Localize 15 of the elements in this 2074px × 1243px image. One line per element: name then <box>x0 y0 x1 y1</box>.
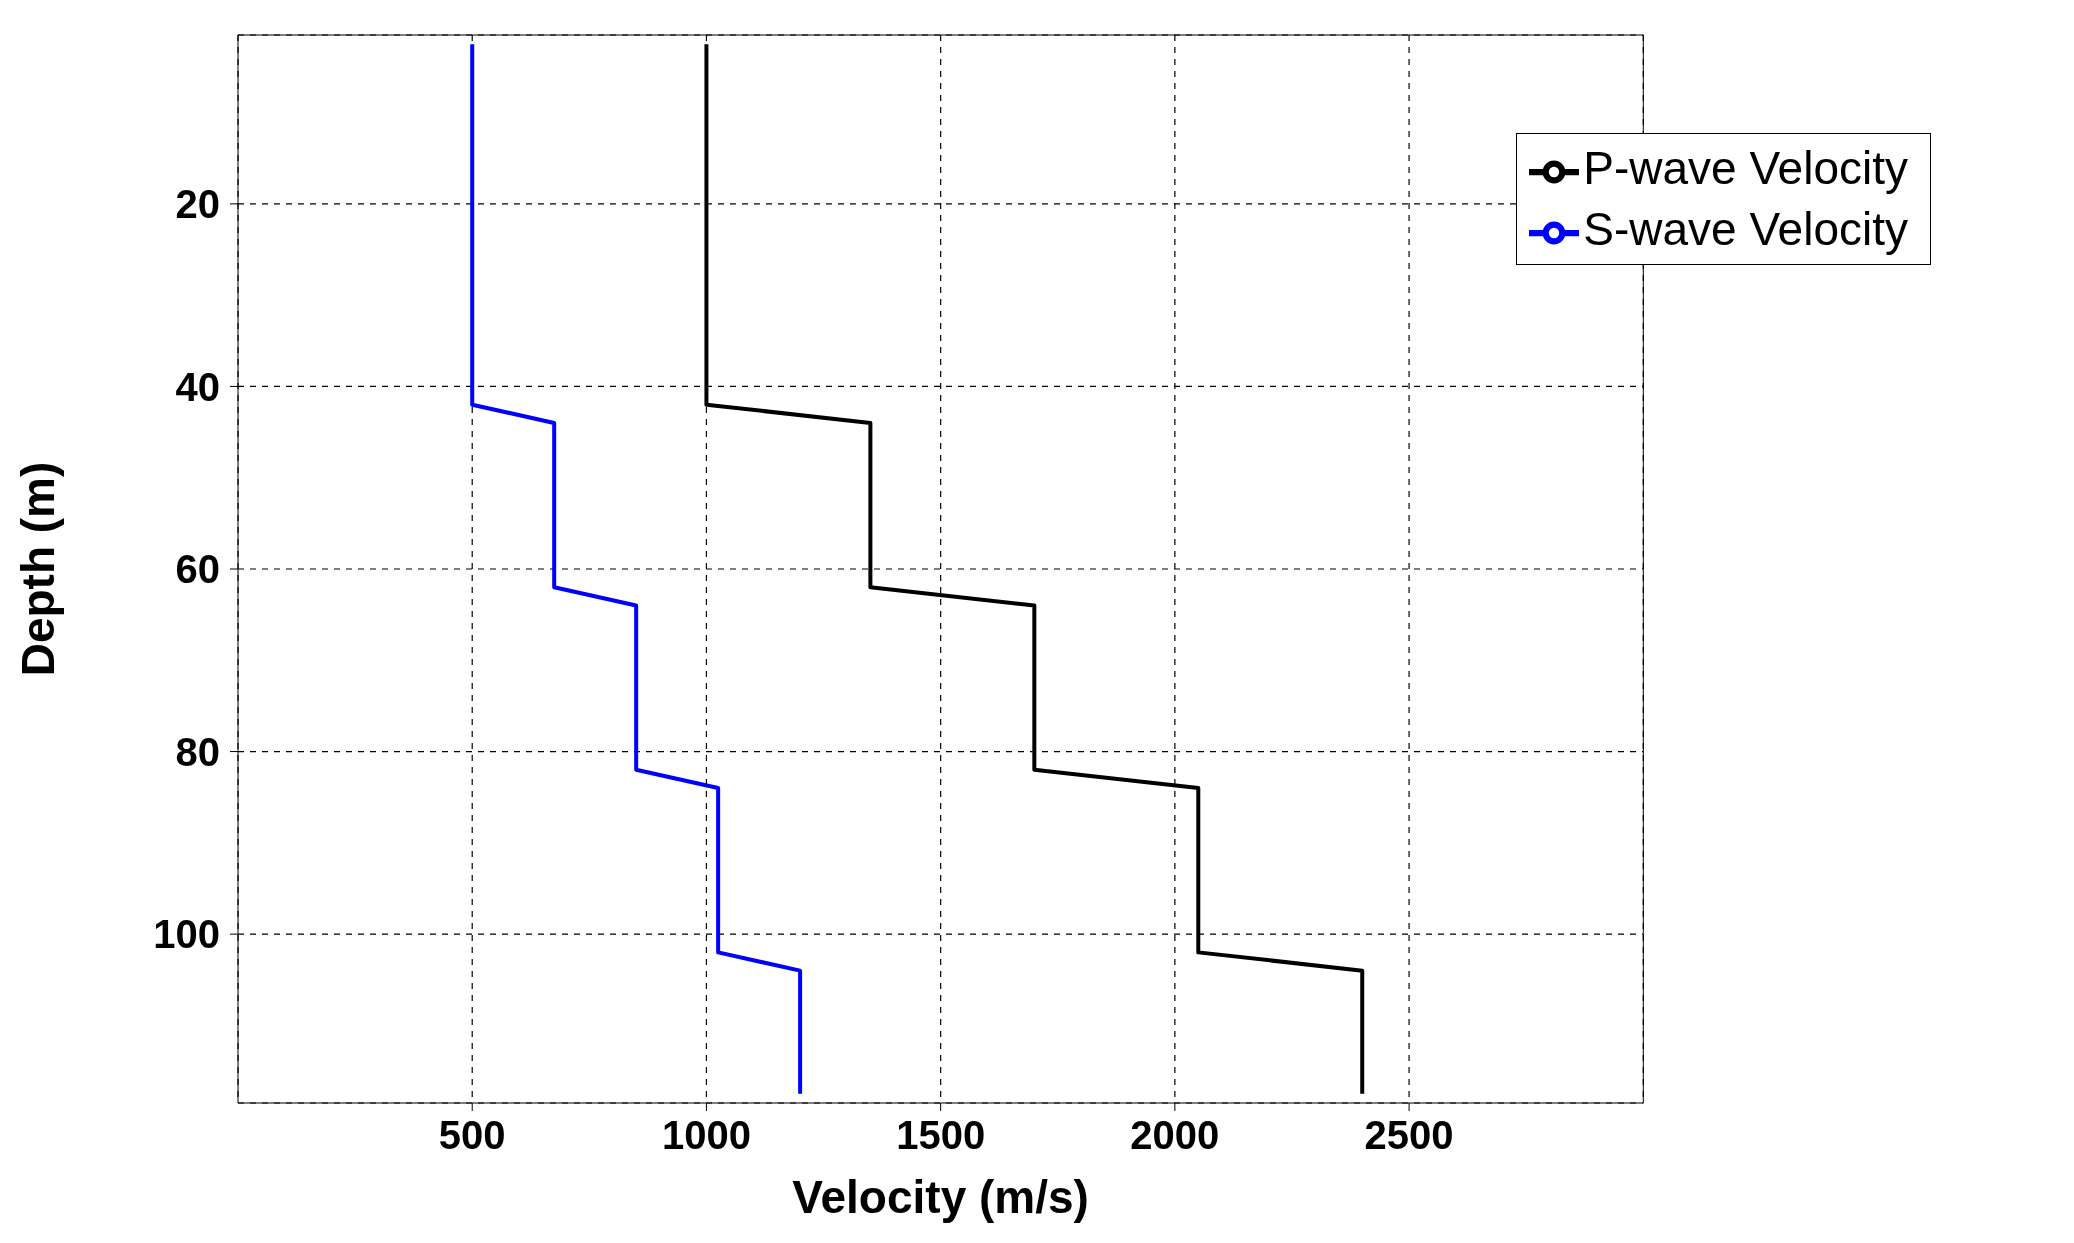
line-series <box>470 42 803 1096</box>
y-tick-label: 60 <box>175 547 220 592</box>
x-axis-title: Velocity (m/s) <box>792 1171 1089 1223</box>
x-tick-label: 2000 <box>1130 1113 1220 1158</box>
x-tick-label: 1000 <box>661 1113 751 1158</box>
legend-label: P-wave Velocity <box>1583 142 1908 194</box>
x-tick-label: 2500 <box>1364 1113 1454 1158</box>
legend-label: S-wave Velocity <box>1583 203 1908 255</box>
y-tick-label: 80 <box>175 729 220 774</box>
x-tick-label: 1500 <box>896 1113 986 1158</box>
y-tick-label: 40 <box>175 364 220 409</box>
y-axis-title: Depth (m) <box>12 461 65 677</box>
y-tick-label: 100 <box>153 912 220 957</box>
y-tick-label: 20 <box>175 182 220 227</box>
x-tick-label: 500 <box>438 1113 506 1158</box>
